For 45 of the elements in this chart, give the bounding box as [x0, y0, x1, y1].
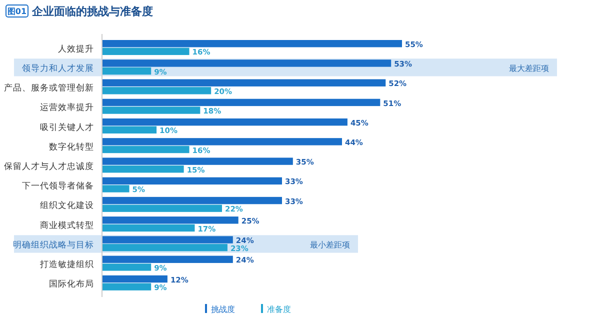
bar: [102, 98, 380, 106]
bar: [102, 138, 342, 146]
bar: [102, 283, 152, 290]
y-tick-label: 领导力和人才发展: [22, 62, 94, 74]
y-tick-label: 人效提升: [58, 43, 94, 54]
bar: [102, 166, 184, 173]
y-tick-label: 运营效率提升: [40, 102, 94, 114]
bar: [102, 244, 228, 252]
bar: [102, 60, 392, 67]
bar: [102, 275, 168, 283]
bar: [102, 158, 293, 165]
y-tick-label: 数字化转型: [49, 141, 94, 152]
bar: [102, 256, 233, 263]
bar: [102, 236, 233, 244]
band-label: 最大差距项: [509, 64, 549, 73]
bar: [102, 177, 282, 185]
bar: [102, 118, 348, 126]
caption: 图01: [7, 7, 27, 16]
bar: [102, 126, 157, 134]
bar: [102, 87, 212, 94]
legend-label: 准备度: [267, 305, 291, 314]
y-tick-label: 下一代领导者储备: [22, 180, 94, 192]
y-tick-label: 商业模式转型: [40, 220, 94, 231]
bar: [102, 216, 238, 224]
chart-title: 企业面临的挑战与准备度: [31, 5, 153, 18]
band-label: 最小差距项: [310, 240, 350, 250]
y-tick-label: 组织文化建设: [40, 200, 94, 212]
bar: [102, 264, 152, 271]
y-tick-label: 产品、服务或管理创新: [4, 82, 94, 94]
bar: [102, 224, 195, 232]
bar: [102, 204, 222, 212]
bar: [102, 79, 386, 86]
bar: [102, 106, 200, 114]
bar: [102, 185, 130, 192]
y-tick-label: 保留人才与人才忠诚度: [4, 161, 94, 172]
bar: [102, 67, 152, 75]
y-tick-label: 吸引关键人才: [40, 122, 94, 133]
y-tick-label: 国际化布局: [49, 278, 94, 290]
bar: [102, 40, 402, 48]
bar: [102, 196, 282, 204]
legend-label: 挑战度: [211, 305, 235, 314]
bar: [102, 146, 190, 154]
y-tick-label: 打造敏捷组织: [39, 259, 94, 270]
bar: [102, 48, 190, 56]
y-tick-label: 明确组织战略与目标: [13, 239, 94, 250]
